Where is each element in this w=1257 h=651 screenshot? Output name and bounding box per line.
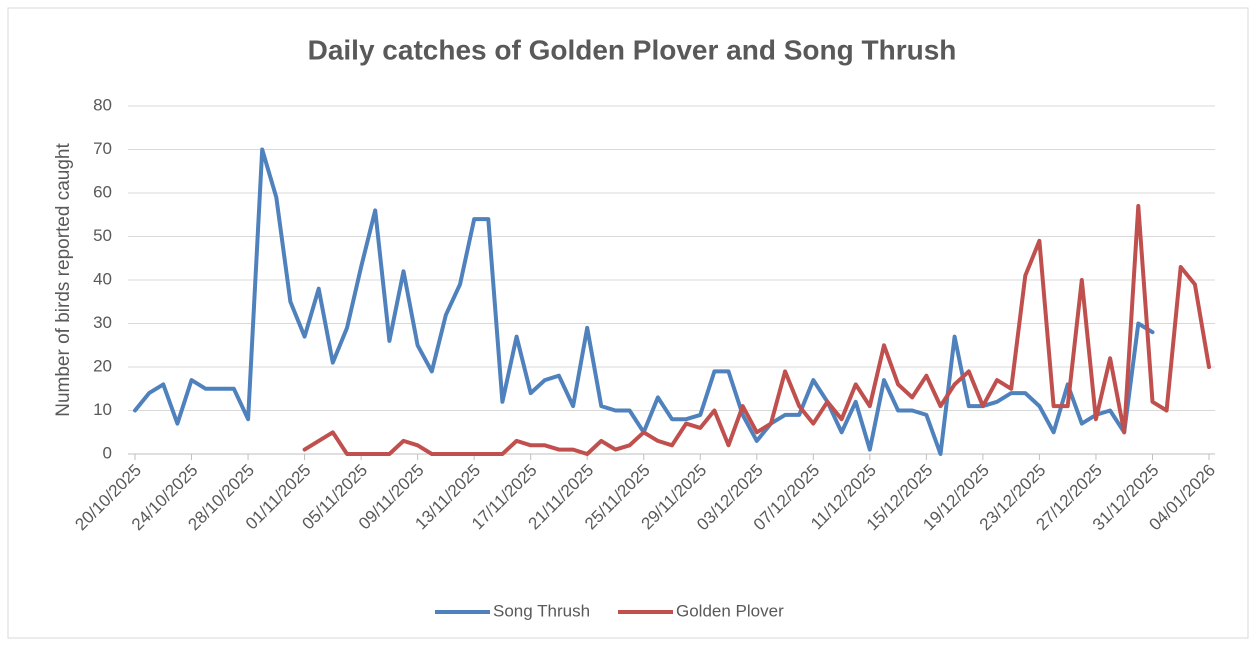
y-axis-label: Number of birds reported caught <box>53 143 74 417</box>
y-tick-label: 20 <box>93 356 112 375</box>
y-tick-label: 10 <box>93 400 112 419</box>
legend-label: Golden Plover <box>676 601 784 620</box>
series-line <box>302 204 1211 456</box>
y-tick-label: 30 <box>93 313 112 332</box>
chart-title: Daily catches of Golden Plover and Song … <box>308 34 957 65</box>
y-tick-label: 80 <box>93 95 112 114</box>
y-tick-label: 70 <box>93 139 112 158</box>
y-tick-label: 40 <box>93 269 112 288</box>
y-tick-label: 0 <box>103 443 112 462</box>
legend-label: Song Thrush <box>493 601 590 620</box>
y-tick-label: 50 <box>93 226 112 245</box>
y-tick-label: 60 <box>93 182 112 201</box>
